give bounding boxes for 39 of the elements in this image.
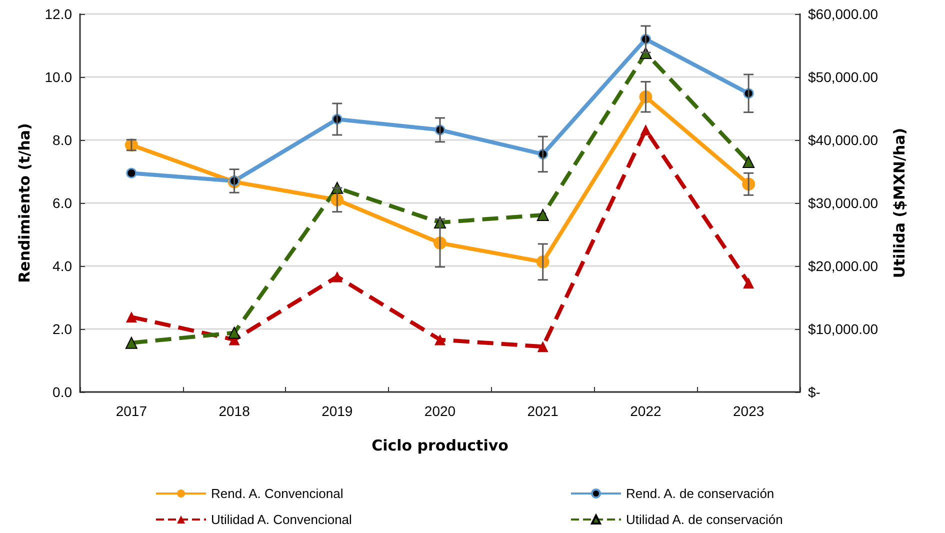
point [228,326,240,339]
x-tick-label: 2019 [322,403,353,419]
point [537,341,548,352]
y-tick-label: 0.0 [52,384,72,400]
x-tick-label: 2017 [116,403,148,419]
x-tick-label: 2022 [630,403,662,419]
legend-label: Rend. A. de conservación [626,486,774,501]
x-tick-label: 2018 [218,403,250,419]
point [640,124,652,136]
y2-axis-title: Utilida ($MXN/ha) [890,128,908,278]
point [332,271,343,282]
y-axis-title: Rendimiento (t/ha) [16,123,34,283]
y-tick-label: 6.0 [52,195,72,211]
point [126,312,137,323]
point [434,334,446,346]
legend-label: Utilidad A. Convencional [211,512,352,527]
y2-tick-label: $40,000.00 [808,132,878,148]
point [742,156,755,168]
y-tick-label: 12.0 [44,6,72,22]
y-tick-label: 4.0 [52,258,72,274]
point [536,208,549,221]
point [125,336,138,349]
point [126,168,137,178]
y2-tick-label: $60,000.00 [808,6,878,22]
y2-tick-label: $50,000.00 [808,69,878,85]
x-axis-title: Ciclo productivo [372,436,508,454]
y2-tick-label: $- [808,384,821,400]
point [743,278,754,289]
y-tick-label: 10.0 [44,69,72,85]
legend-label: Rend. A. Convencional [211,486,344,501]
y2-tick-label: $30,000.00 [808,195,878,211]
legend-label: Utilidad A. de conservación [626,512,783,527]
y2-tick-label: $20,000.00 [808,258,878,274]
y-tick-label: 8.0 [52,132,72,148]
x-tick-label: 2021 [527,403,559,419]
x-tick-label: 2023 [732,403,764,419]
y2-tick-label: $10,000.00 [808,321,878,337]
x-tick-label: 2020 [424,403,456,419]
y-tick-label: 2.0 [52,321,72,337]
